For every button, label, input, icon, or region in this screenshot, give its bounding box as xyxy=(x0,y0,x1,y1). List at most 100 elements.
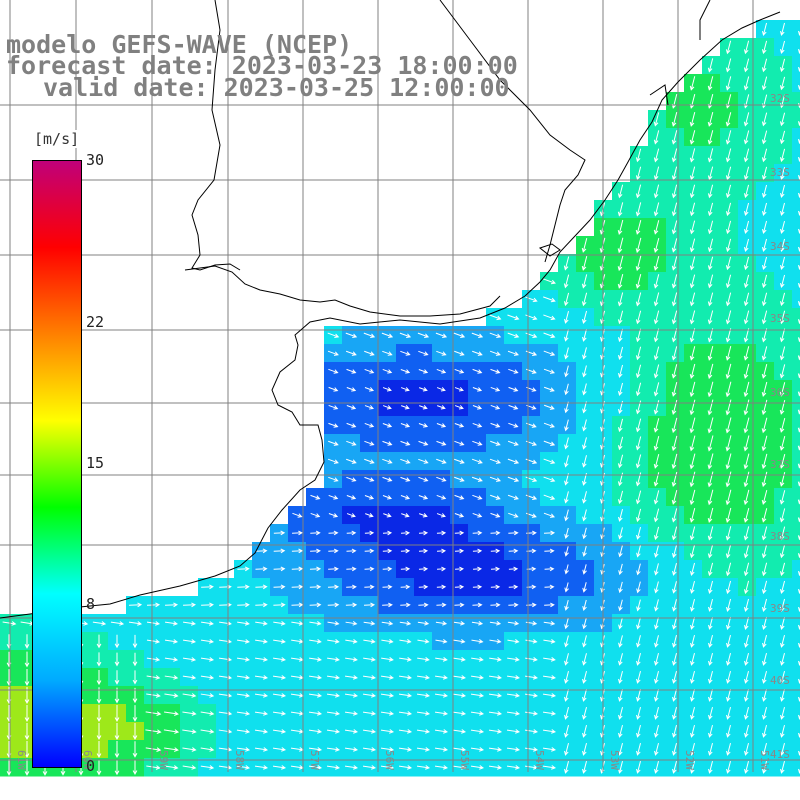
wind-arrow xyxy=(506,693,520,698)
wind-arrow xyxy=(689,292,696,307)
wind-arrow xyxy=(635,382,642,397)
wind-arrow xyxy=(618,653,623,666)
wind-arrow xyxy=(653,472,660,487)
wind-arrow xyxy=(272,729,287,734)
longitude-labels: 61W 60W 59W 58W 57W 56W 55W 54W 53W 52W 51W xyxy=(15,750,771,770)
wind-arrow xyxy=(328,513,339,518)
wind-arrow xyxy=(542,278,556,285)
wind-arrow xyxy=(114,705,120,723)
wind-arrow xyxy=(218,765,233,770)
wind-arrow xyxy=(382,387,392,392)
wind-arrow xyxy=(490,548,501,554)
wind-arrow xyxy=(490,386,501,392)
wind-speed-cell xyxy=(792,344,800,363)
wind-arrow xyxy=(708,688,713,702)
wind-arrow xyxy=(780,670,785,684)
wind-arrow xyxy=(92,621,107,626)
wind-arrow xyxy=(434,693,448,698)
wind-arrow xyxy=(507,332,520,339)
wind-arrow xyxy=(653,490,660,505)
wind-arrow xyxy=(200,765,215,770)
wind-arrow xyxy=(543,332,556,339)
wind-arrow xyxy=(146,657,161,662)
wind-arrow xyxy=(779,490,786,505)
wind-arrow xyxy=(617,274,624,289)
wind-arrow xyxy=(164,657,179,662)
wind-arrow xyxy=(543,512,556,518)
colorbar-tick-label: 22 xyxy=(86,312,105,331)
wind-arrow xyxy=(636,725,641,738)
wind-speed-cell xyxy=(792,668,800,687)
wind-arrow xyxy=(779,453,786,469)
wind-arrow xyxy=(310,548,321,554)
wind-arrow xyxy=(542,729,557,734)
wind-arrow xyxy=(364,350,375,356)
wind-arrow xyxy=(690,725,695,738)
wind-arrow xyxy=(436,584,447,590)
wind-arrow xyxy=(671,346,678,361)
wind-arrow xyxy=(779,598,786,612)
wind-arrow xyxy=(743,76,750,91)
wind-arrow xyxy=(617,454,624,469)
wind-arrow xyxy=(653,148,660,163)
wind-arrow xyxy=(671,453,678,470)
wind-arrow xyxy=(672,617,677,630)
wind-arrow xyxy=(726,761,731,774)
wind-arrow xyxy=(743,580,750,595)
wind-speed-cell xyxy=(792,506,800,525)
wind-arrow xyxy=(743,310,750,325)
wind-arrow xyxy=(707,453,714,470)
wind-arrow xyxy=(725,346,732,361)
wind-arrow xyxy=(725,417,732,434)
wind-arrow xyxy=(779,400,786,415)
wind-arrow xyxy=(24,705,30,723)
wind-arrow xyxy=(564,491,569,504)
wind-arrow xyxy=(689,220,696,235)
wind-arrow xyxy=(345,620,358,626)
coastline xyxy=(0,11,781,619)
wind-arrow xyxy=(726,743,731,756)
wind-arrow xyxy=(636,617,641,630)
wind-arrow xyxy=(761,598,768,613)
wind-arrow xyxy=(761,364,768,379)
wind-arrow xyxy=(582,527,587,540)
wind-arrow xyxy=(418,423,429,428)
wind-arrow xyxy=(96,759,102,776)
wind-arrow xyxy=(417,620,430,626)
wind-arrow xyxy=(401,530,411,536)
wind-arrow xyxy=(272,657,286,662)
wind-arrow xyxy=(310,512,321,518)
wind-arrow xyxy=(507,675,520,680)
wind-arrow xyxy=(671,112,678,127)
wind-arrow xyxy=(654,743,659,756)
wind-arrow xyxy=(454,548,465,554)
wind-arrow xyxy=(255,621,268,626)
wind-arrow xyxy=(636,689,641,702)
wind-arrow xyxy=(779,40,786,55)
wind-arrow xyxy=(743,489,750,506)
wind-arrow xyxy=(653,184,660,199)
wind-arrow xyxy=(400,458,411,464)
wind-arrow xyxy=(635,328,642,343)
wind-arrow xyxy=(744,688,749,702)
wind-arrow xyxy=(725,381,732,398)
wind-arrow xyxy=(564,546,569,557)
wind-arrow xyxy=(635,219,642,235)
wind-arrow xyxy=(344,765,359,770)
wind-speed-cell xyxy=(792,398,800,417)
wind-arrow xyxy=(635,346,642,361)
wind-arrow xyxy=(654,599,659,612)
wind-arrow xyxy=(563,274,570,289)
wind-arrow xyxy=(490,440,501,446)
wind-arrow xyxy=(743,166,750,181)
forecast-date: forecast date: 2023-03-23 18:00:00 xyxy=(6,51,518,80)
longitude-label: 52W xyxy=(683,750,696,770)
longitude-label: 61W xyxy=(15,750,28,770)
wind-arrow xyxy=(582,564,587,575)
wind-arrow xyxy=(618,689,623,702)
wind-arrow xyxy=(779,472,786,487)
wind-arrow xyxy=(328,368,339,374)
wind-arrow xyxy=(398,711,413,716)
wind-arrow xyxy=(618,599,623,612)
wind-arrow xyxy=(582,455,587,468)
